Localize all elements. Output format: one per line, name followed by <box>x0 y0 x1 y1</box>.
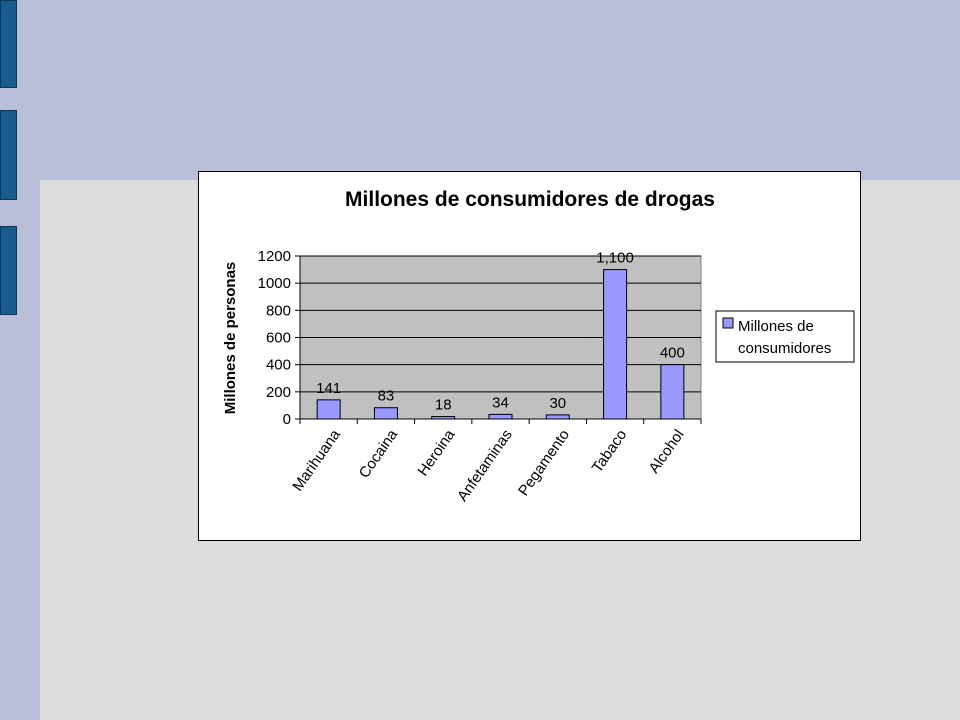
y-tick-label: 1200 <box>258 248 291 265</box>
side-tab-1 <box>0 0 17 88</box>
chart-title: Millones de consumidores de drogas <box>345 188 715 211</box>
x-tick-label: Alcohol <box>645 427 687 477</box>
legend-box <box>715 310 855 363</box>
side-tab-2 <box>0 110 17 200</box>
y-tick-label: 400 <box>266 357 291 374</box>
bar <box>431 416 456 420</box>
x-tick-label: Marihuana <box>289 426 344 494</box>
y-tick-label: 200 <box>266 384 291 401</box>
slide-top-band <box>0 0 960 180</box>
x-tick-label: Anfetaminas <box>454 427 516 505</box>
side-tab-3 <box>0 226 17 315</box>
data-label: 34 <box>492 394 509 411</box>
bar <box>545 414 570 420</box>
legend-swatch <box>722 317 734 329</box>
y-axis-label: Millones de personas <box>222 262 239 415</box>
x-tick-label: Heroina <box>414 426 458 479</box>
bar <box>316 399 341 420</box>
data-label: 1,100 <box>596 250 634 267</box>
bar <box>660 364 685 420</box>
data-label: 18 <box>435 397 452 414</box>
bar <box>603 269 628 420</box>
data-label: 30 <box>549 395 566 412</box>
bar <box>373 407 398 420</box>
legend-label-line1: Millones de <box>738 318 814 335</box>
y-tick-label: 800 <box>266 302 291 319</box>
y-tick-label: 0 <box>283 411 291 428</box>
x-tick-label: Tabaco <box>589 427 631 476</box>
legend: Millones de consumidores <box>715 310 855 363</box>
data-label: 83 <box>378 388 395 405</box>
y-tick-label: 1000 <box>258 275 291 292</box>
bar <box>488 413 513 420</box>
data-label: 400 <box>660 345 685 362</box>
x-tick-label: Pegamento <box>515 427 573 500</box>
legend-label-line2: consumidores <box>738 340 831 357</box>
x-tick-label: Cocaina <box>356 426 402 481</box>
y-tick-label: 600 <box>266 330 291 347</box>
data-label: 141 <box>316 380 341 397</box>
